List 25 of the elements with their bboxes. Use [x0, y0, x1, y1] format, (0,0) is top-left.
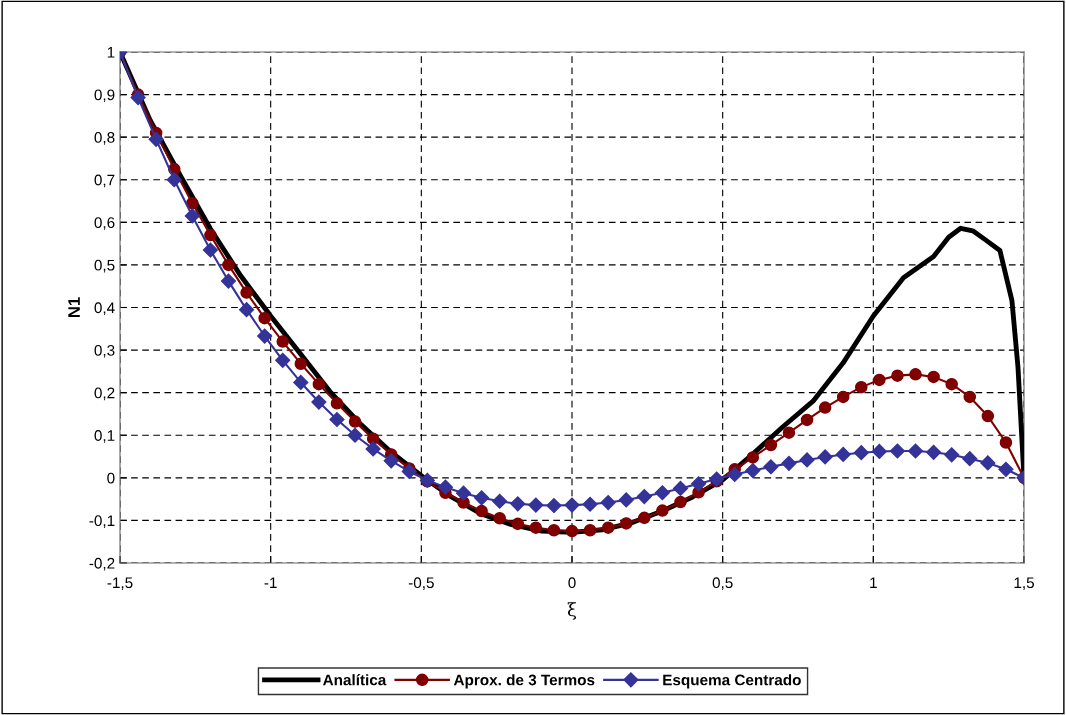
- legend-label: Esquema Centrado: [663, 674, 801, 689]
- y-tick-label: 0,3: [94, 344, 115, 358]
- y-axis-title: N1: [68, 297, 80, 318]
- y-tick-label: 0,1: [94, 430, 115, 443]
- y-tick-label: -0,1: [89, 515, 115, 528]
- y-tick-label: -0,2: [89, 557, 115, 571]
- y-tick-label: 0,7: [94, 174, 115, 188]
- x-tick-label: 1: [870, 577, 877, 588]
- y-tick-label: 0,8: [94, 132, 115, 145]
- y-tick-label: 0,9: [94, 89, 115, 103]
- y-tick-label: 0,6: [94, 217, 115, 230]
- legend-label: Aprox. de 3 Termos: [453, 674, 595, 689]
- x-tick-label: 0,5: [712, 577, 733, 590]
- y-tick-label: 0,2: [94, 387, 115, 401]
- y-tick-label: 0: [107, 472, 115, 484]
- legend-label: Analítica: [322, 674, 387, 686]
- x-tick-label: -1: [264, 577, 277, 588]
- x-tick-label: 0: [568, 577, 576, 589]
- x-tick-label: 1,5: [1014, 577, 1034, 590]
- x-tick-label: -1,5: [107, 577, 133, 590]
- x-tick-label: -0,5: [408, 577, 434, 590]
- x-axis-title: ξ: [567, 602, 577, 620]
- y-tick-label: 0,5: [94, 259, 115, 273]
- y-tick-label: 1: [107, 47, 115, 58]
- y-tick-label: 0,4: [94, 302, 115, 315]
